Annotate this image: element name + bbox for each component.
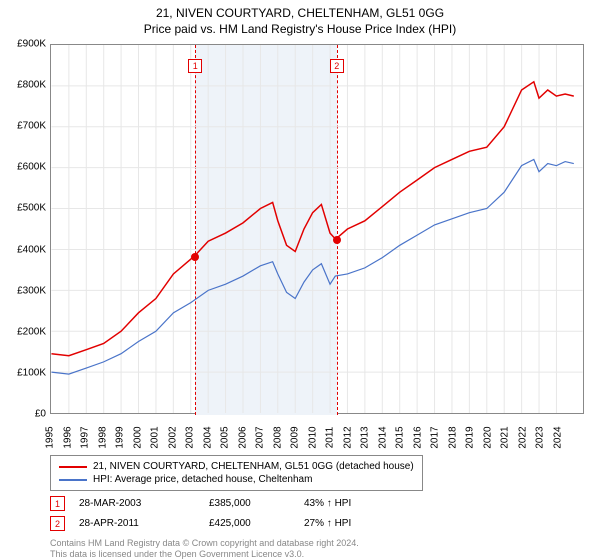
y-tick-label: £300K bbox=[0, 285, 46, 296]
legend-item: 21, NIVEN COURTYARD, CHELTENHAM, GL51 0G… bbox=[59, 460, 414, 473]
footnote-licence: This data is licensed under the Open Gov… bbox=[50, 549, 304, 559]
y-tick-label: £400K bbox=[0, 244, 46, 255]
x-tick-label: 2024 bbox=[552, 426, 563, 448]
x-tick-label: 2013 bbox=[360, 426, 371, 448]
legend-label: 21, NIVEN COURTYARD, CHELTENHAM, GL51 0G… bbox=[93, 461, 414, 472]
sale-price: £385,000 bbox=[209, 498, 304, 509]
x-tick-label: 2003 bbox=[185, 426, 196, 448]
y-tick-label: £900K bbox=[0, 39, 46, 50]
y-tick-label: £800K bbox=[0, 80, 46, 91]
x-tick-label: 2018 bbox=[447, 426, 458, 448]
x-tick-label: 2020 bbox=[482, 426, 493, 448]
x-tick-label: 2010 bbox=[307, 426, 318, 448]
sale-marker-label: 1 bbox=[188, 59, 202, 73]
sale-date: 28-MAR-2003 bbox=[79, 498, 209, 509]
x-tick-label: 2000 bbox=[132, 426, 143, 448]
x-tick-label: 1995 bbox=[45, 426, 56, 448]
x-tick-label: 2001 bbox=[150, 426, 161, 448]
x-tick-label: 2007 bbox=[255, 426, 266, 448]
chart-container: 21, NIVEN COURTYARD, CHELTENHAM, GL51 0G… bbox=[0, 0, 600, 560]
sale-marker-dot bbox=[191, 253, 199, 261]
x-tick-label: 2016 bbox=[412, 426, 423, 448]
sale-marker-dot bbox=[333, 236, 341, 244]
x-tick-label: 2019 bbox=[465, 426, 476, 448]
x-tick-label: 2015 bbox=[395, 426, 406, 448]
x-tick-label: 2005 bbox=[220, 426, 231, 448]
plot-area: 12 bbox=[50, 44, 584, 414]
sale-hpi-delta: 27% ↑ HPI bbox=[304, 518, 424, 529]
legend: 21, NIVEN COURTYARD, CHELTENHAM, GL51 0G… bbox=[50, 455, 423, 491]
legend-label: HPI: Average price, detached house, Chel… bbox=[93, 474, 312, 485]
line-chart-svg bbox=[51, 45, 583, 413]
x-tick-label: 2008 bbox=[272, 426, 283, 448]
sale-row: 1 28-MAR-2003 £385,000 43% ↑ HPI bbox=[50, 496, 424, 511]
x-tick-label: 2011 bbox=[325, 427, 336, 449]
sale-date: 28-APR-2011 bbox=[79, 518, 209, 529]
x-tick-label: 2012 bbox=[342, 426, 353, 448]
sale-marker-icon: 2 bbox=[50, 516, 65, 531]
chart-title-line1: 21, NIVEN COURTYARD, CHELTENHAM, GL51 0G… bbox=[0, 0, 600, 20]
sale-hpi-delta: 43% ↑ HPI bbox=[304, 498, 424, 509]
y-tick-label: £200K bbox=[0, 326, 46, 337]
x-tick-label: 2014 bbox=[377, 426, 388, 448]
footnote-copyright: Contains HM Land Registry data © Crown c… bbox=[50, 538, 359, 548]
chart-title-line2: Price paid vs. HM Land Registry's House … bbox=[0, 20, 600, 36]
x-tick-label: 2022 bbox=[517, 426, 528, 448]
y-tick-label: £500K bbox=[0, 203, 46, 214]
y-tick-label: £700K bbox=[0, 121, 46, 132]
x-tick-label: 1996 bbox=[62, 426, 73, 448]
x-tick-label: 2006 bbox=[237, 426, 248, 448]
sale-price: £425,000 bbox=[209, 518, 304, 529]
x-tick-label: 2002 bbox=[167, 426, 178, 448]
x-tick-label: 2017 bbox=[430, 426, 441, 448]
y-tick-label: £600K bbox=[0, 162, 46, 173]
sale-marker-icon: 1 bbox=[50, 496, 65, 511]
x-tick-label: 1998 bbox=[97, 426, 108, 448]
legend-swatch bbox=[59, 466, 87, 468]
sale-marker-label: 2 bbox=[330, 59, 344, 73]
x-tick-label: 2021 bbox=[500, 426, 511, 448]
x-tick-label: 1997 bbox=[80, 426, 91, 448]
legend-item: HPI: Average price, detached house, Chel… bbox=[59, 473, 414, 486]
x-tick-label: 2004 bbox=[202, 426, 213, 448]
x-tick-label: 1999 bbox=[115, 426, 126, 448]
x-tick-label: 2009 bbox=[290, 426, 301, 448]
legend-swatch bbox=[59, 479, 87, 481]
y-tick-label: £100K bbox=[0, 367, 46, 378]
sale-row: 2 28-APR-2011 £425,000 27% ↑ HPI bbox=[50, 516, 424, 531]
x-tick-label: 2023 bbox=[535, 426, 546, 448]
y-tick-label: £0 bbox=[0, 409, 46, 420]
